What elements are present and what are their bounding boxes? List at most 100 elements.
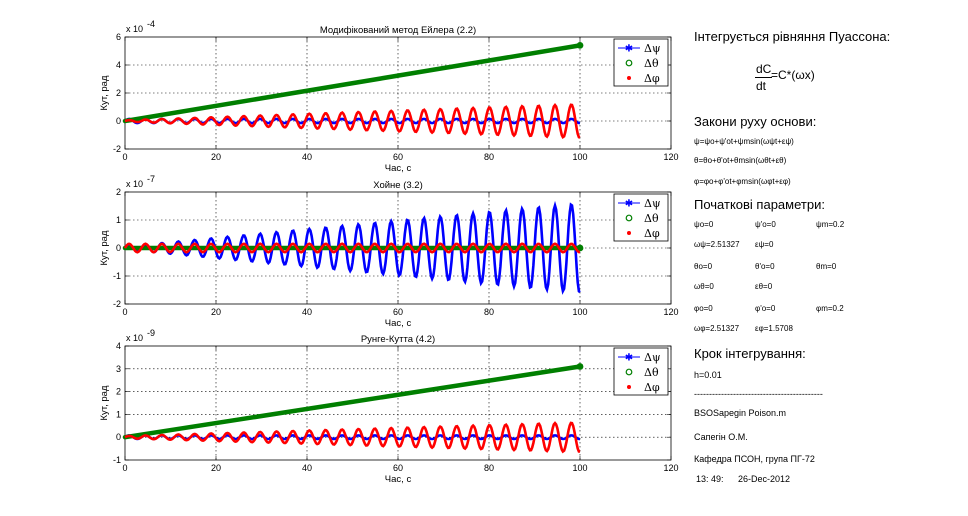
info-panel: Інтегрується рівняння Пуассона: dC dt =C… — [694, 0, 964, 516]
y-axis-label: Кут, рад — [99, 385, 110, 420]
series-point — [576, 363, 584, 370]
file-name: BSOSapegin Poison.m — [694, 408, 787, 418]
series-line — [122, 364, 583, 440]
author: Сапегін О.М. — [694, 432, 748, 442]
series-point — [576, 42, 584, 49]
equation-numerator: dC — [756, 62, 772, 76]
series-line — [124, 200, 581, 295]
param-eps-phi: εφ=1.5708 — [755, 324, 793, 333]
legend-marker — [627, 231, 631, 235]
equation-denominator: dt — [756, 79, 767, 93]
x-tick-label: 120 — [663, 463, 678, 473]
param-theta-m: θm=0 — [816, 262, 837, 271]
x-tick-label: 100 — [572, 307, 587, 317]
x-tick-label: 60 — [393, 463, 403, 473]
legend-marker — [625, 214, 633, 222]
param-psi-dot0: ψ'o=0 — [755, 220, 776, 229]
heading-params: Початкові параметри: — [694, 197, 825, 212]
exponent-power: -9 — [147, 328, 155, 338]
param-eps-theta: εθ=0 — [755, 282, 773, 291]
param-theta0: θo=0 — [694, 262, 713, 271]
series-line — [124, 103, 581, 139]
series-line — [123, 242, 580, 254]
y-tick-label: 0 — [116, 432, 121, 442]
y-tick-label: -2 — [113, 144, 121, 154]
param-theta-dot0: θ'o=0 — [755, 262, 775, 271]
fraction-bar — [755, 77, 772, 78]
x-axis-label: Час, с — [385, 474, 412, 485]
param-omega-theta: ωθ=0 — [694, 282, 714, 291]
exponent-power: -7 — [147, 174, 155, 184]
exponent-power: -4 — [147, 19, 155, 29]
x-tick-label: 40 — [302, 307, 312, 317]
x-tick-label: 120 — [663, 152, 678, 162]
exponent-base: x 10 — [126, 333, 143, 343]
x-tick-label: 60 — [393, 307, 403, 317]
step-value: h=0.01 — [694, 370, 722, 380]
law-psi: ψ=ψo+ψ'ot+ψmsin(ωψt+εψ) — [694, 137, 794, 146]
param-psi0: ψo=0 — [694, 220, 714, 229]
y-tick-label: 2 — [116, 387, 121, 397]
param-phi0: φo=0 — [694, 304, 713, 313]
y-tick-label: -1 — [113, 271, 121, 281]
x-tick-label: 80 — [484, 152, 494, 162]
legend-label: Δθ — [644, 57, 659, 70]
legend: ✱ Δψ Δθ Δφ — [613, 38, 669, 87]
chart-title: Хойне (3.2) — [373, 180, 423, 191]
legend-box — [613, 347, 669, 396]
x-tick-label: 80 — [484, 307, 494, 317]
legend-label: Δψ — [644, 351, 661, 364]
legend-label: Δφ — [644, 72, 660, 85]
y-tick-label: -2 — [113, 299, 121, 309]
x-tick-label: 0 — [122, 152, 127, 162]
x-tick-label: 0 — [122, 307, 127, 317]
legend-label: Δψ — [644, 197, 661, 210]
heading-step: Крок інтегрування: — [694, 346, 806, 361]
heading-laws: Закони руху основи: — [694, 114, 817, 129]
x-tick-label: 100 — [572, 152, 587, 162]
y-axis-label: Кут, рад — [99, 230, 110, 265]
series-line — [122, 43, 583, 124]
legend-box — [613, 193, 669, 242]
legend-marker — [627, 385, 631, 389]
y-tick-label: 1 — [116, 409, 121, 419]
series-line — [124, 421, 581, 454]
equation-rhs: =C*(ωx) — [771, 68, 815, 82]
y-tick-label: 4 — [116, 60, 121, 70]
x-tick-label: 20 — [211, 463, 221, 473]
legend-marker: ✱ — [625, 44, 633, 55]
chart-2: 0 20 40 60 80 100 120 -2 -1 0 1 2 Хойне (3.2) Час, с К… — [99, 174, 679, 329]
x-tick-label: 100 — [572, 463, 587, 473]
param-phi-dot0: φ'o=0 — [755, 304, 776, 313]
legend-marker — [625, 59, 633, 67]
exponent-base: x 10 — [126, 24, 143, 34]
x-tick-label: 40 — [302, 152, 312, 162]
y-tick-label: -1 — [113, 455, 121, 465]
plot-frame — [124, 345, 672, 461]
legend-label: Δθ — [644, 212, 659, 225]
param-phi-m: φm=0.2 — [816, 304, 844, 313]
y-axis-label: Кут, рад — [99, 75, 110, 110]
y-tick-label: 6 — [116, 32, 121, 42]
law-theta: θ=θo+θ'ot+θmsin(ωθt+εθ) — [694, 156, 787, 165]
x-tick-label: 20 — [211, 152, 221, 162]
param-omega-phi: ωφ=2.51327 — [694, 324, 740, 333]
y-tick-label: 4 — [116, 341, 121, 351]
heading-equation: Інтегрується рівняння Пуассона: — [694, 29, 891, 44]
y-tick-label: 2 — [116, 88, 121, 98]
chart-title: Модифікований метод Ейлера (2.2) — [320, 25, 476, 36]
time: 13: 49: — [696, 474, 724, 484]
date: 26-Dec-2012 — [738, 474, 791, 484]
legend-label: Δψ — [644, 42, 661, 55]
legend-marker: ✱ — [625, 353, 633, 364]
legend-box — [613, 38, 669, 87]
legend-label: Δθ — [644, 366, 659, 379]
y-tick-label: 0 — [116, 243, 121, 253]
legend-marker: ✱ — [625, 199, 633, 210]
law-phi: φ=φo+φ'ot+φmsin(ωφt+εφ) — [694, 177, 791, 186]
legend: ✱ Δψ Δθ Δφ — [613, 347, 669, 396]
param-eps-psi: εψ=0 — [755, 240, 774, 249]
department: Кафедра ПСОН, група ПГ-72 — [694, 454, 815, 464]
y-tick-label: 3 — [116, 364, 121, 374]
